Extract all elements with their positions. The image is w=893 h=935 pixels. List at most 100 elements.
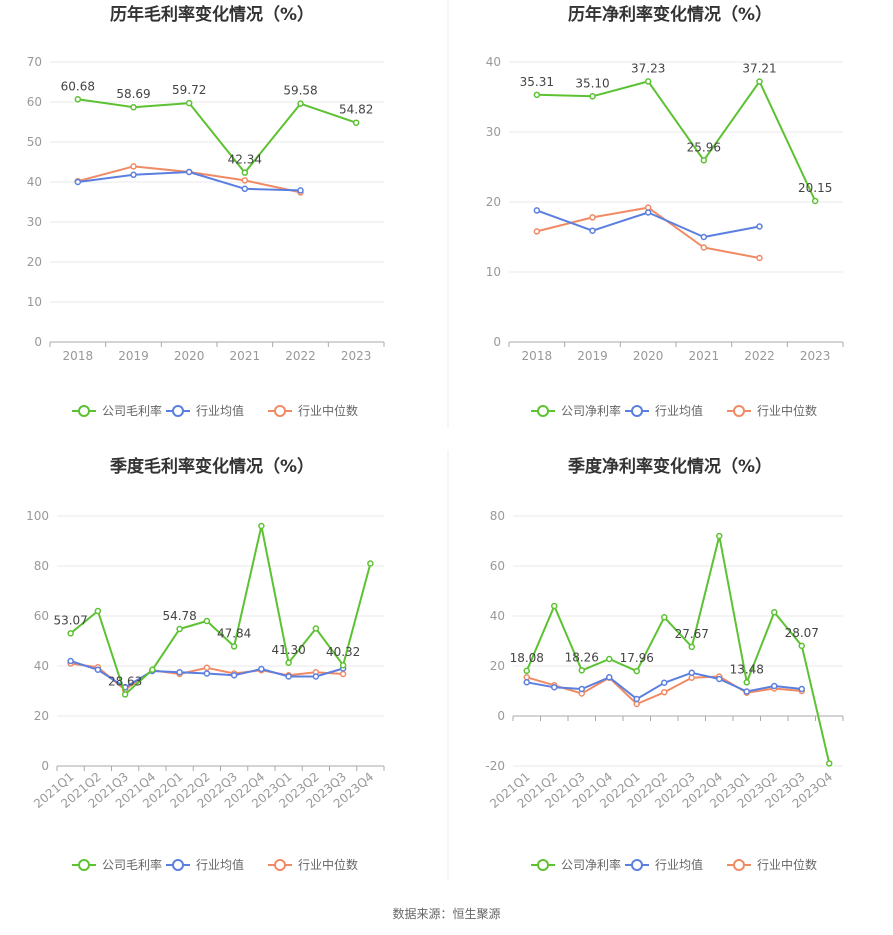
legend-label: 公司净利率 bbox=[561, 857, 621, 872]
series-point-1 bbox=[716, 675, 723, 683]
series-point-0 bbox=[121, 691, 129, 698]
y-tick-label: 70 bbox=[27, 55, 42, 69]
legend-label: 行业均值 bbox=[655, 857, 703, 872]
data-label: 35.31 bbox=[520, 75, 554, 89]
series-point-0 bbox=[606, 655, 613, 663]
y-tick-label: 50 bbox=[27, 135, 42, 149]
series-point-0 bbox=[94, 607, 102, 615]
series-point-0 bbox=[756, 78, 763, 85]
data-label: 42.34 bbox=[228, 153, 262, 167]
data-label: 37.21 bbox=[742, 62, 776, 76]
series-point-2 bbox=[339, 670, 347, 678]
series-point-1 bbox=[74, 178, 82, 186]
series-point-1 bbox=[67, 657, 74, 665]
series-point-1 bbox=[756, 223, 763, 230]
legend-label: 公司毛利率 bbox=[102, 403, 162, 418]
series-point-2 bbox=[589, 214, 596, 221]
legend-marker bbox=[172, 405, 184, 417]
series-point-2 bbox=[756, 254, 763, 262]
legend-marker bbox=[78, 405, 90, 417]
legend-marker bbox=[274, 405, 286, 417]
data-label: 18.08 bbox=[510, 651, 544, 665]
y-tick-label: 0 bbox=[41, 759, 49, 773]
series-point-0 bbox=[312, 625, 320, 632]
quarterly-gross-margin-chart: 季度毛利率变化情况（%）0204060801002021Q12021Q22021… bbox=[26, 456, 385, 872]
y-tick-label: 30 bbox=[486, 125, 501, 139]
y-tick-label: 60 bbox=[27, 95, 42, 109]
series-point-1 bbox=[700, 233, 708, 241]
series-point-0 bbox=[644, 78, 652, 85]
y-tick-label: 60 bbox=[34, 609, 49, 623]
data-label: 18.26 bbox=[565, 650, 599, 664]
y-tick-label: 30 bbox=[27, 215, 42, 229]
x-tick-label: 2020 bbox=[174, 349, 205, 363]
legend-item-0: 公司净利率 bbox=[531, 403, 621, 418]
legend-marker bbox=[631, 405, 643, 417]
series-point-0 bbox=[578, 667, 585, 674]
series-point-1 bbox=[230, 672, 238, 679]
legend-marker bbox=[172, 859, 184, 871]
series-point-2 bbox=[700, 244, 708, 251]
series-point-2 bbox=[130, 163, 137, 170]
chart-title: 季度净利率变化情况（%） bbox=[568, 456, 772, 477]
legend-label: 行业中位数 bbox=[757, 857, 817, 872]
data-label: 53.07 bbox=[53, 613, 87, 627]
data-label: 28.07 bbox=[785, 626, 819, 640]
series-point-1 bbox=[578, 685, 585, 693]
data-label: 58.69 bbox=[116, 87, 150, 101]
legend-item-2: 行业中位数 bbox=[727, 403, 817, 418]
data-label: 47.84 bbox=[217, 626, 251, 640]
chart-title: 历年净利率变化情况（%） bbox=[568, 4, 772, 25]
series-point-1 bbox=[551, 684, 558, 691]
series-point-0 bbox=[241, 169, 249, 176]
x-tick-label: 2018 bbox=[63, 349, 94, 363]
y-tick-label: 20 bbox=[27, 255, 42, 269]
series-line-0 bbox=[536, 80, 817, 202]
legend-label: 行业中位数 bbox=[757, 403, 817, 418]
series-point-2 bbox=[241, 177, 249, 184]
series-point-0 bbox=[551, 602, 558, 610]
x-tick-label: 2023 bbox=[341, 349, 372, 363]
x-tick-label: 2018 bbox=[522, 349, 553, 363]
series-point-0 bbox=[826, 760, 833, 767]
series-point-1 bbox=[771, 682, 778, 690]
series-point-0 bbox=[230, 643, 238, 650]
data-source-note: 数据来源：恒生聚源 bbox=[392, 907, 501, 921]
legend-item-1: 行业均值 bbox=[625, 857, 703, 872]
y-tick-label: 0 bbox=[493, 335, 501, 349]
y-tick-label: 10 bbox=[486, 265, 501, 279]
x-tick-label: 2021 bbox=[689, 349, 720, 363]
data-label: 54.82 bbox=[339, 103, 373, 117]
x-tick-label: 2019 bbox=[118, 349, 149, 363]
data-label: 13.48 bbox=[730, 662, 764, 676]
chart-title: 历年毛利率变化情况（%） bbox=[110, 4, 314, 25]
x-tick-label: 2022 bbox=[744, 349, 775, 363]
data-label: 54.78 bbox=[162, 609, 196, 623]
series-point-1 bbox=[241, 185, 249, 193]
y-tick-label: 20 bbox=[490, 659, 505, 673]
series-point-0 bbox=[285, 659, 292, 666]
y-tick-label: 40 bbox=[27, 175, 42, 189]
legend-item-0: 公司净利率 bbox=[531, 857, 621, 872]
series-point-0 bbox=[130, 103, 137, 111]
series-point-0 bbox=[74, 96, 82, 103]
data-label: 20.15 bbox=[798, 181, 832, 195]
series-point-0 bbox=[149, 666, 156, 673]
y-tick-label: 20 bbox=[34, 709, 49, 723]
y-tick-label: 80 bbox=[490, 509, 505, 523]
series-point-0 bbox=[688, 643, 695, 651]
data-label: 41.30 bbox=[271, 643, 305, 657]
x-tick-label: 2022 bbox=[285, 349, 316, 363]
legend-item-1: 行业均值 bbox=[166, 857, 244, 872]
data-label: 37.23 bbox=[631, 61, 665, 75]
legend-item-0: 公司毛利率 bbox=[72, 403, 162, 418]
series-point-0 bbox=[297, 100, 304, 107]
legend-label: 公司净利率 bbox=[561, 403, 621, 418]
series-point-1 bbox=[94, 666, 102, 673]
series-point-2 bbox=[661, 689, 668, 696]
legend-label: 行业均值 bbox=[196, 403, 244, 418]
series-point-0 bbox=[771, 609, 778, 616]
series-point-1 bbox=[661, 679, 668, 686]
legend-marker bbox=[537, 405, 549, 417]
series-point-0 bbox=[661, 614, 668, 621]
